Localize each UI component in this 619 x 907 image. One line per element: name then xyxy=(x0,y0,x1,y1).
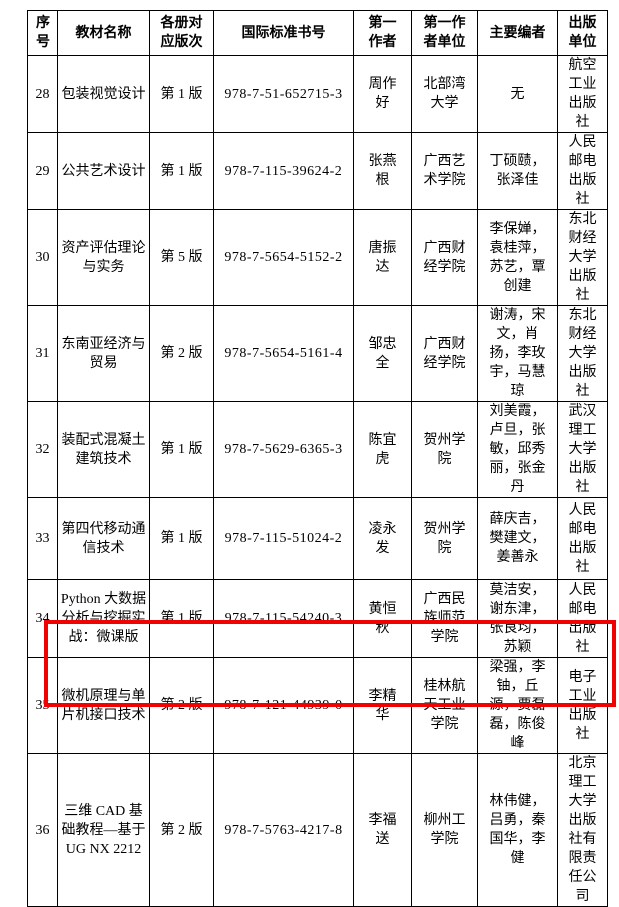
cell-author: 张燕根 xyxy=(353,132,412,210)
cell-title: 微机原理与单片机接口技术 xyxy=(57,657,150,754)
cell-no: 28 xyxy=(27,55,58,133)
cell-editors: 莫洁安，谢东津，张良均，苏颖 xyxy=(477,579,558,658)
cell-author: 凌永发 xyxy=(353,497,412,580)
cell-isbn: 978-7-115-51024-2 xyxy=(213,497,354,580)
table-row: 28 包装视觉设计第 1 版 978-7-51-652715-3 周作好 北部湾大学无航… xyxy=(27,55,608,133)
header-publisher: 出版单位 xyxy=(557,10,608,56)
header-author: 第一作者 xyxy=(353,10,412,56)
cell-isbn: 978-7-5629-6365-3 xyxy=(213,401,354,498)
cell-publisher: 人民邮电出版社 xyxy=(557,132,608,210)
table-row: 29 公共艺术设计第 1 版 978-7-115-39624-2 张燕根 广西艺术学院丁… xyxy=(27,132,608,210)
cell-editors: 无 xyxy=(477,55,558,133)
cell-title: 包装视觉设计 xyxy=(57,55,150,133)
cell-title: 三维 CAD 基础教程—基于 UG NX 2212 xyxy=(57,753,150,907)
cell-publisher: 人民邮电出版社 xyxy=(557,579,608,658)
table-row: 30 资产评估理论与实务第 5 版 978-7-5654-5152-2 唐振达 广西财经… xyxy=(27,209,608,306)
cell-author: 李精华 xyxy=(353,657,412,754)
cell-editors: 薛庆吉，樊建文，姜善永 xyxy=(477,497,558,580)
textbook-table: 序号 教材名称 各册对应版次 国际标准书号 第一作者 第一作者单位 主要编者 出… xyxy=(27,10,608,907)
cell-title: 第四代移动通信技术 xyxy=(57,497,150,580)
cell-isbn: 978-7-5654-5161-4 xyxy=(213,305,354,402)
cell-edition: 第 5 版 xyxy=(149,209,214,306)
table-row: 32 装配式混凝土建筑技术第 1 版 978-7-5629-6365-3 陈宜虎 贺州学… xyxy=(27,401,608,498)
cell-editors: 李保婵，袁桂萍，苏艺，覃创建 xyxy=(477,209,558,306)
cell-no: 31 xyxy=(27,305,58,402)
cell-author-org: 贺州学院 xyxy=(411,497,478,580)
header-title: 教材名称 xyxy=(57,10,150,56)
cell-editors: 刘美霞，卢旦，张敏，邱秀丽，张金丹 xyxy=(477,401,558,498)
cell-no: 34 xyxy=(27,579,58,658)
cell-title: 东南亚经济与贸易 xyxy=(57,305,150,402)
cell-edition: 第 1 版 xyxy=(149,579,214,658)
header-row: 序号 教材名称 各册对应版次 国际标准书号 第一作者 第一作者单位 主要编者 出… xyxy=(27,10,608,56)
cell-author-org: 广西艺术学院 xyxy=(411,132,478,210)
cell-author: 黄恒秋 xyxy=(353,579,412,658)
cell-author: 周作好 xyxy=(353,55,412,133)
cell-isbn: 978-7-51-652715-3 xyxy=(213,55,354,133)
cell-no: 30 xyxy=(27,209,58,306)
cell-editors: 丁硕赜，张泽佳 xyxy=(477,132,558,210)
cell-publisher: 东北财经大学出版社 xyxy=(557,305,608,402)
cell-isbn: 978-7-5763-4217-8 xyxy=(213,753,354,907)
cell-publisher: 东北财经大学出版社 xyxy=(557,209,608,306)
cell-isbn: 978-7-115-39624-2 xyxy=(213,132,354,210)
cell-author: 邹忠全 xyxy=(353,305,412,402)
cell-publisher: 人民邮电出版社 xyxy=(557,497,608,580)
cell-author-org: 广西财经学院 xyxy=(411,305,478,402)
cell-author-org: 柳州工学院 xyxy=(411,753,478,907)
cell-author-org: 北部湾大学 xyxy=(411,55,478,133)
cell-author: 李福送 xyxy=(353,753,412,907)
cell-editors: 梁强，李铀，丘源，贾磊磊，陈俊峰 xyxy=(477,657,558,754)
cell-title: 装配式混凝土建筑技术 xyxy=(57,401,150,498)
cell-title: 公共艺术设计 xyxy=(57,132,150,210)
cell-isbn: 978-7-5654-5152-2 xyxy=(213,209,354,306)
cell-edition: 第 1 版 xyxy=(149,401,214,498)
cell-editors: 谢涛，宋文，肖扬，李玫宇，马慧琼 xyxy=(477,305,558,402)
cell-author-org: 桂林航天工业学院 xyxy=(411,657,478,754)
header-editors: 主要编者 xyxy=(477,10,558,56)
cell-edition: 第 2 版 xyxy=(149,753,214,907)
table-body: 28 包装视觉设计第 1 版 978-7-51-652715-3 周作好 北部湾大学无航… xyxy=(27,55,608,907)
cell-author: 陈宜虎 xyxy=(353,401,412,498)
cell-publisher: 北京理工大学出版社有限责任公司 xyxy=(557,753,608,907)
table-row: 35 微机原理与单片机接口技术第 2 版 978-7-121-44939-0 李精华桂… xyxy=(27,657,608,754)
cell-author-org: 广西财经学院 xyxy=(411,209,478,306)
cell-title: Python 大数据分析与挖掘实战：微课版 xyxy=(57,579,150,658)
cell-edition: 第 1 版 xyxy=(149,55,214,133)
table-row: 34 Python 大数据分析与挖掘实战：微课版第 1 版 978-7-115-54… xyxy=(27,579,608,658)
header-isbn: 国际标准书号 xyxy=(213,10,354,56)
cell-no: 29 xyxy=(27,132,58,210)
cell-edition: 第 2 版 xyxy=(149,657,214,754)
cell-publisher: 航空工业出版社 xyxy=(557,55,608,133)
cell-no: 36 xyxy=(27,753,58,907)
table-row: 31 东南亚经济与贸易第 2 版 978-7-5654-5161-4 邹忠全 广西财经学… xyxy=(27,305,608,402)
table-row: 33 第四代移动通信技术第 1 版 978-7-115-51024-2 凌永发 贺州学院… xyxy=(27,497,608,580)
cell-author: 唐振达 xyxy=(353,209,412,306)
cell-edition: 第 2 版 xyxy=(149,305,214,402)
cell-author-org: 贺州学院 xyxy=(411,401,478,498)
cell-isbn: 978-7-121-44939-0 xyxy=(213,657,354,754)
cell-no: 32 xyxy=(27,401,58,498)
textbook-table-wrap: 序号 教材名称 各册对应版次 国际标准书号 第一作者 第一作者单位 主要编者 出… xyxy=(27,10,608,907)
cell-publisher: 武汉理工大学出版社 xyxy=(557,401,608,498)
cell-title: 资产评估理论与实务 xyxy=(57,209,150,306)
cell-edition: 第 1 版 xyxy=(149,132,214,210)
cell-no: 33 xyxy=(27,497,58,580)
table-row: 36 三维 CAD 基础教程—基于 UG NX 2212 第 2 版 978-7-57… xyxy=(27,753,608,907)
cell-edition: 第 1 版 xyxy=(149,497,214,580)
header-no: 序号 xyxy=(27,10,58,56)
cell-no: 35 xyxy=(27,657,58,754)
header-author-org: 第一作者单位 xyxy=(411,10,478,56)
cell-author-org: 广西民族师范学院 xyxy=(411,579,478,658)
cell-publisher: 电子工业出版社 xyxy=(557,657,608,754)
cell-isbn: 978-7-115-54240-3 xyxy=(213,579,354,658)
cell-editors: 林伟健，吕勇，秦国华，李健 xyxy=(477,753,558,907)
header-edition: 各册对应版次 xyxy=(149,10,214,56)
